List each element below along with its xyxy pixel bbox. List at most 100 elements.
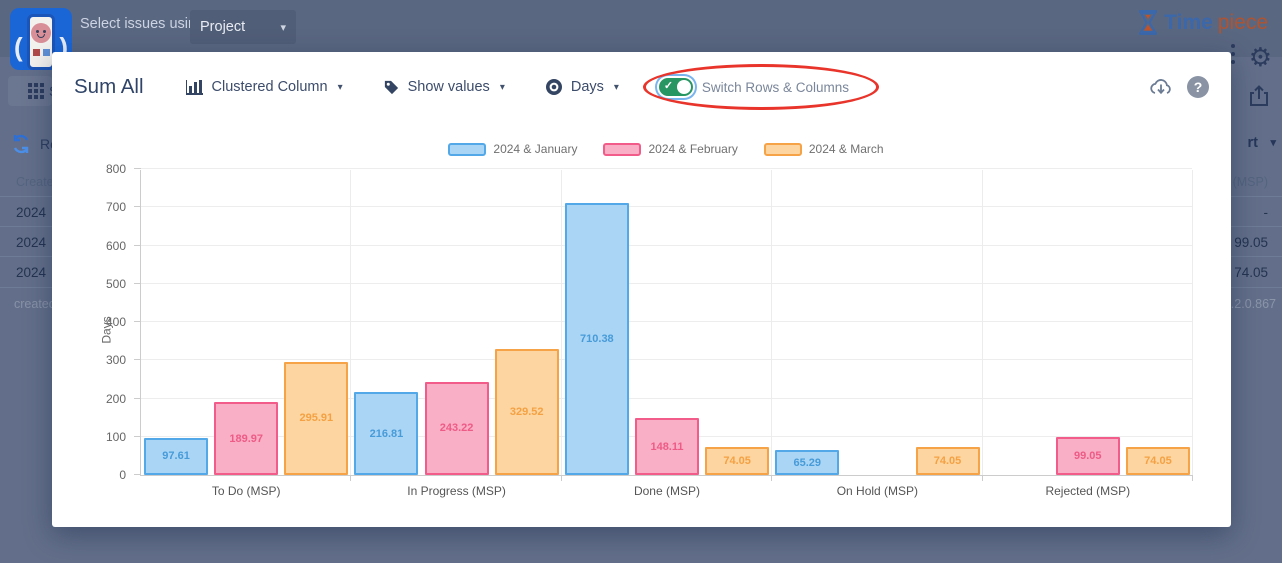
bar-group: 97.61 189.97 295.91 [141,170,351,475]
table-row-year: 2024 [16,205,47,220]
bar-value-label: 74.05 [1144,454,1172,467]
y-tick-mark [134,244,141,246]
modal-header: Sum All Clustered Column ▾ Show values ▾ [52,52,1231,122]
bar-group: 99.05 74.05 [983,170,1193,475]
bar-value-label: 97.61 [162,450,190,463]
y-tick-mark [134,435,141,437]
table-row-year: 2024 [16,235,47,250]
legend-swatch [603,142,642,156]
y-tick-mark [134,206,141,208]
bar-value-label: 295.91 [299,412,334,425]
table-cell-value: 74.05 [1234,265,1268,280]
bar-value-label: 148.11 [650,440,684,453]
legend-swatch [448,142,487,156]
gridline [141,282,1192,284]
bar[interactable]: 148.11 [634,418,699,475]
bar[interactable]: 97.61 [144,437,209,475]
timepiece-logo: Time piece [1137,9,1268,36]
y-tick-label: 500 [105,276,126,291]
bar[interactable]: 295.91 [284,361,349,475]
gridline [141,359,1192,361]
msp-column-header: (MSP) [1232,175,1268,189]
modal-title: Sum All [74,75,144,98]
y-tick-label: 200 [105,391,126,406]
bar[interactable]: 216.81 [354,392,419,475]
gear-icon[interactable]: ⚙ [1248,42,1272,72]
check-icon: ✓ [663,80,674,92]
legend-item[interactable]: 2024 & January [448,142,577,156]
y-tick-label: 600 [105,238,126,253]
y-tick-mark [134,168,141,169]
cloud-download-icon[interactable] [1148,76,1174,98]
bar-value-label: 74.05 [933,454,962,467]
bar[interactable]: 99.05 [1055,437,1120,475]
hourglass-icon [1137,9,1159,36]
eye-target-icon [545,78,563,96]
chart-legend: 2024 & January 2024 & February 2024 & Marc… [140,142,1192,156]
export-label[interactable]: rt [1247,135,1258,151]
bar[interactable]: 329.52 [494,348,559,475]
chevron-down-icon: ▾ [499,81,505,93]
y-tick-label: 700 [105,200,126,215]
bar-value-label: 216.81 [369,427,404,440]
switch-rows-columns-toggle[interactable]: ✓ [658,78,693,96]
chevron-down-icon: ▾ [1270,137,1276,149]
created-column-header: Created [16,175,61,189]
bar[interactable]: 189.97 [214,402,279,475]
bar[interactable]: 243.22 [424,381,489,475]
x-category-label: In Progress (MSP) [407,484,506,498]
unit-dropdown[interactable]: Days ▾ [545,78,619,96]
bar[interactable]: 74.05 [705,446,770,475]
table-cell-value: - [1263,205,1269,220]
x-tick-mark [560,475,562,481]
y-tick-mark [134,397,141,399]
bar-value-label: 710.38 [580,333,614,346]
bar[interactable]: 710.38 [564,203,629,475]
bar-value-label: 65.29 [793,456,822,469]
kebab-menu-icon[interactable] [1231,40,1235,68]
bar-value-label: 74.05 [723,454,751,467]
gridline [141,168,1192,169]
x-category-label: On Hold (MSP) [836,484,919,498]
refresh-icon[interactable] [11,134,31,154]
bar-value-label: 329.52 [509,405,544,418]
phone-icon [27,14,55,70]
tag-icon [383,79,400,96]
x-category-label: Done (MSP) [633,484,700,498]
bar-value-label: 189.97 [229,432,264,445]
legend-label: 2024 & January [493,142,578,156]
bar[interactable]: 74.05 [915,446,980,475]
x-tick-mark [981,475,983,481]
x-category-label: To Do (MSP) [211,484,281,498]
gridline [1192,170,1193,475]
table-row-year: 2024 [16,265,47,280]
y-tick-label: 800 [105,162,126,176]
gridline [981,170,983,475]
show-values-dropdown[interactable]: Show values ▾ [383,79,505,96]
project-dropdown[interactable]: Project ▾ [190,10,296,44]
bar-group: 216.81 243.22 329.52 [351,170,561,475]
help-icon[interactable]: ? [1187,76,1209,98]
bar[interactable]: 74.05 [1125,446,1190,475]
bar[interactable]: 65.29 [775,450,840,475]
gridline [560,170,562,475]
app-logo-icon: ( ) [10,8,72,70]
x-tick-mark [1192,475,1193,481]
chart-type-dropdown[interactable]: Clustered Column ▾ [185,79,343,95]
clustered-column-icon [185,79,204,95]
legend-item[interactable]: 2024 & March [763,142,884,156]
bar-group: 65.29 74.05 [772,170,982,475]
chart-modal: Sum All Clustered Column ▾ Show values ▾ [52,52,1231,527]
y-tick-label: 100 [105,429,126,444]
gridline [141,244,1192,246]
smiley-face-icon [31,23,51,43]
plot-area: Days 0 100 200 300 400 500 600 700 800 97.61 189.9… [100,162,1193,498]
legend-item[interactable]: 2024 & February [603,142,738,156]
version-label: 3.2.0.867 [1223,297,1276,311]
table-cell-value: 99.05 [1234,235,1268,250]
y-tick-mark [134,359,141,361]
share-export-icon[interactable] [1248,84,1270,108]
switch-rows-columns-control: ✓ Switch Rows & Columns [642,64,879,110]
gridline [771,170,773,475]
chevron-down-icon: ▾ [280,21,286,34]
